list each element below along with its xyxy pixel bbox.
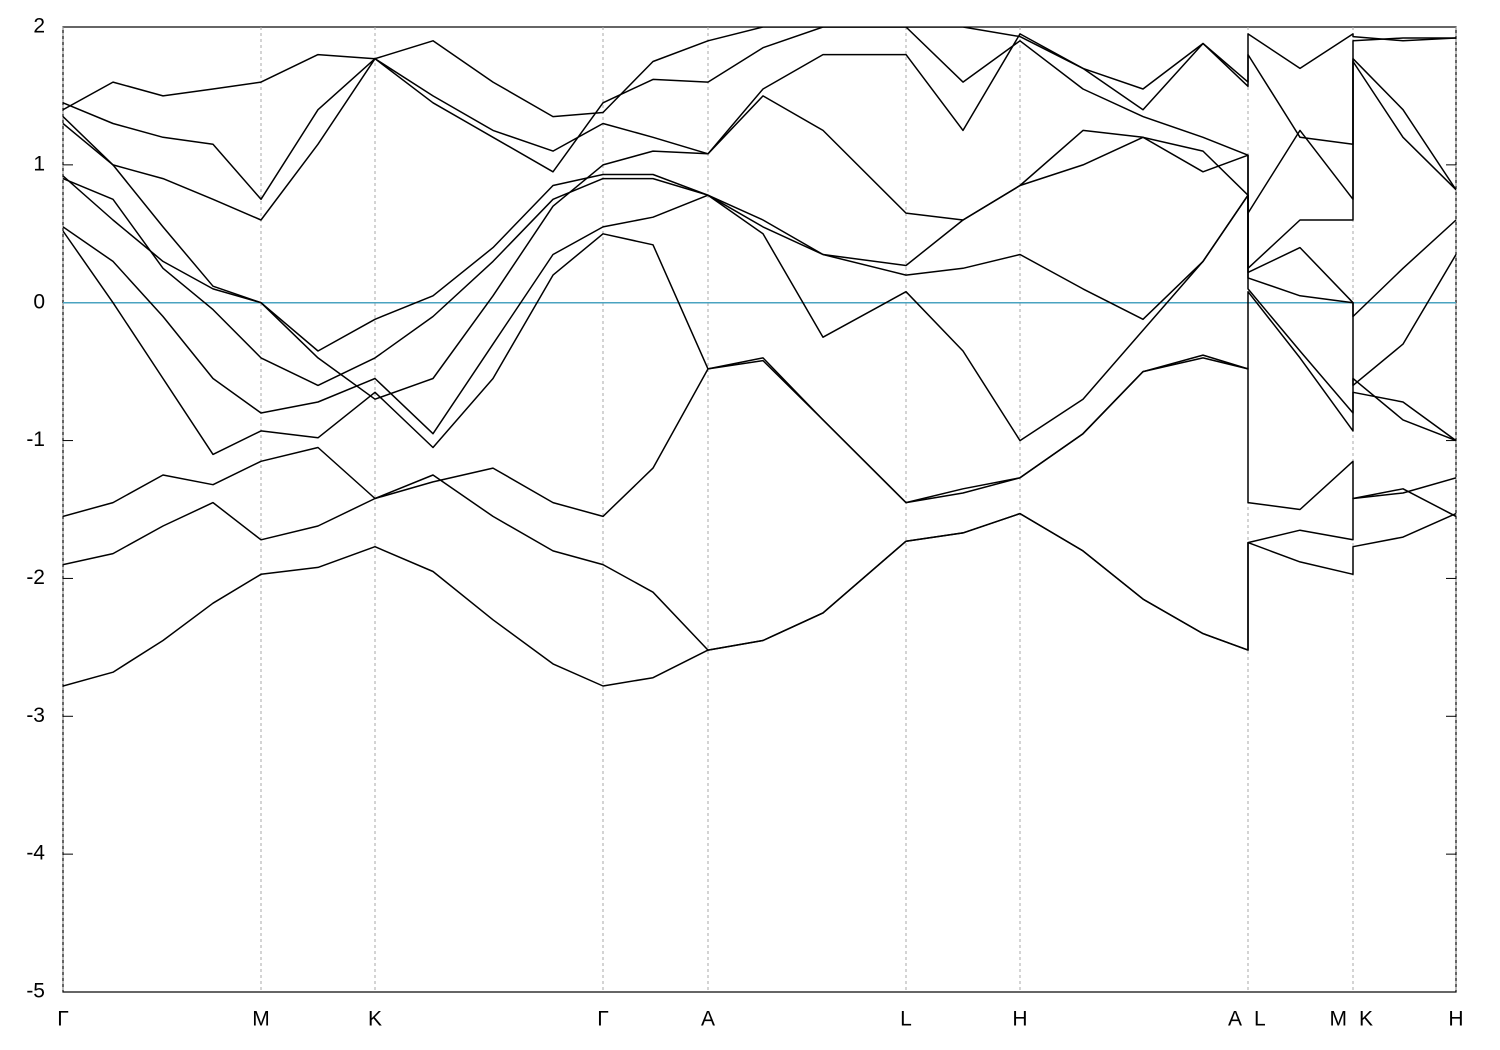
band-line (63, 27, 1456, 214)
x-tick-label: M (1330, 1008, 1348, 1031)
x-tick-label: K (1359, 1008, 1373, 1031)
x-tick-label: L (900, 1008, 912, 1031)
x-tick-label: M (252, 1008, 270, 1031)
plot-area (63, 27, 1456, 687)
y-tick-label: -1 (26, 428, 45, 451)
y-tick-label: 0 (33, 290, 45, 313)
band-line (63, 33, 1456, 221)
y-tick-label: -4 (26, 842, 45, 865)
band-line (63, 27, 1456, 118)
band-line (63, 357, 1456, 518)
y-tick-label: -3 (26, 704, 45, 727)
x-tick-label: A (1228, 1008, 1242, 1031)
plot-frame (62, 26, 1457, 993)
x-tick-label: H (1012, 1008, 1027, 1031)
band-line (63, 474, 1456, 651)
band-line (63, 60, 1456, 400)
band-line (63, 136, 1456, 352)
y-tick-label: -5 (26, 980, 45, 1003)
y-tick-label: 1 (33, 152, 45, 175)
band-line (63, 230, 1456, 504)
x-tick-label: H (1448, 1008, 1463, 1031)
x-tick-label: Γ (57, 1008, 69, 1031)
x-tick-label: A (701, 1008, 715, 1031)
x-tick-label: L (1254, 1008, 1266, 1031)
x-tick-label: K (368, 1008, 382, 1031)
y-tick-label: 2 (33, 15, 45, 38)
band-line (63, 512, 1456, 687)
band-line (63, 194, 1456, 442)
band-line (63, 177, 1456, 387)
y-tick-label: -2 (26, 566, 45, 589)
x-tick-label: Γ (597, 1008, 609, 1031)
